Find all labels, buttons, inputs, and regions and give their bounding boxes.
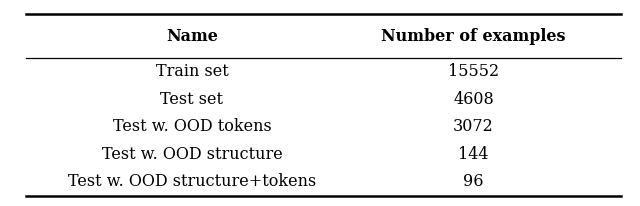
Text: 4608: 4608 — [453, 91, 494, 108]
Text: Train set: Train set — [156, 63, 228, 80]
Text: Name: Name — [166, 28, 218, 44]
Text: Test w. OOD structure: Test w. OOD structure — [102, 146, 282, 163]
Text: 96: 96 — [463, 173, 484, 190]
Text: Test set: Test set — [161, 91, 223, 108]
Text: 144: 144 — [458, 146, 489, 163]
Text: 15552: 15552 — [448, 63, 499, 80]
Text: Test w. OOD tokens: Test w. OOD tokens — [113, 118, 271, 135]
Text: Number of examples: Number of examples — [381, 28, 566, 44]
Text: 3072: 3072 — [453, 118, 494, 135]
Text: Test w. OOD structure+tokens: Test w. OOD structure+tokens — [68, 173, 316, 190]
